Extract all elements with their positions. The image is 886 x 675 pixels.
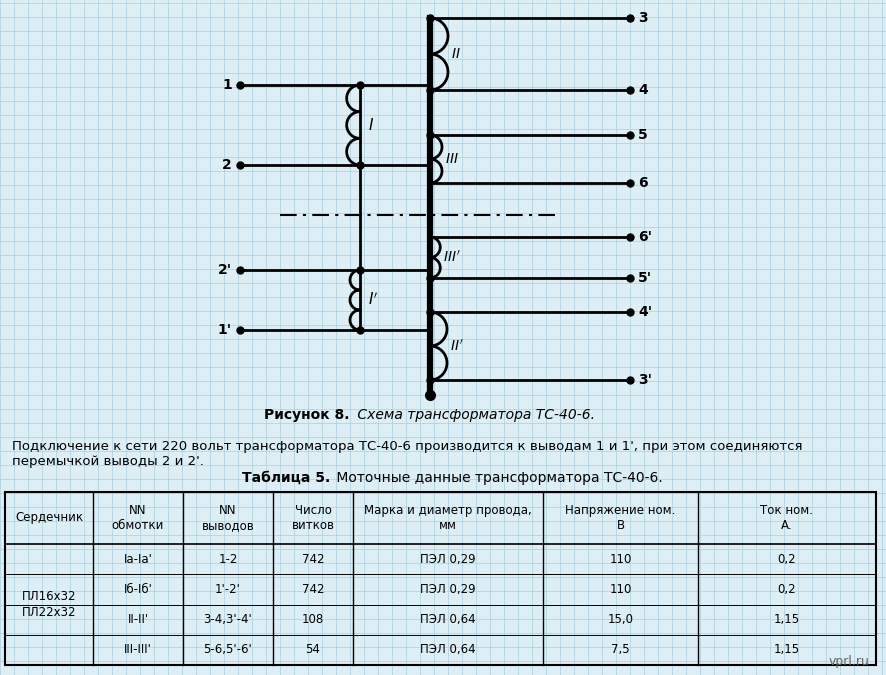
Text: 1: 1 (222, 78, 232, 92)
Text: Схема трансформатора ТС-40-6.: Схема трансформатора ТС-40-6. (353, 408, 595, 422)
Text: 3-4,3'-4': 3-4,3'-4' (204, 613, 253, 626)
Text: III-III': III-III' (124, 643, 152, 656)
Text: Сердечник: Сердечник (15, 512, 83, 524)
Text: $III$: $III$ (445, 152, 459, 166)
Text: $II$: $II$ (451, 47, 461, 61)
Text: $I'$: $I'$ (368, 292, 378, 308)
Text: 6: 6 (638, 176, 648, 190)
Text: $I$: $I$ (368, 117, 374, 133)
Text: ПЭЛ 0,29: ПЭЛ 0,29 (420, 553, 476, 566)
Text: Число
витков: Число витков (291, 504, 335, 532)
Text: $II'$: $II'$ (450, 338, 463, 354)
Text: 1,15: 1,15 (774, 613, 800, 626)
Text: ПЛ16х32
ПЛ22х32: ПЛ16х32 ПЛ22х32 (22, 591, 76, 618)
Text: 0,2: 0,2 (778, 553, 797, 566)
Text: 1': 1' (218, 323, 232, 337)
Text: Напряжение ном.
В: Напряжение ном. В (565, 504, 676, 532)
Text: Ток ном.
А.: Ток ном. А. (760, 504, 813, 532)
Text: 2': 2' (218, 263, 232, 277)
Text: 7,5: 7,5 (611, 643, 630, 656)
Text: II-II': II-II' (128, 613, 149, 626)
Bar (5, 492, 876, 665)
Text: 1'-2': 1'-2' (215, 583, 241, 596)
Text: 6': 6' (638, 230, 652, 244)
Text: 4': 4' (638, 305, 652, 319)
Text: NN
обмотки: NN обмотки (112, 504, 164, 532)
Text: 108: 108 (302, 613, 324, 626)
Text: 110: 110 (610, 583, 632, 596)
Text: 5': 5' (638, 271, 652, 285)
Text: ПЭЛ 0,64: ПЭЛ 0,64 (420, 643, 476, 656)
Text: 1,15: 1,15 (774, 643, 800, 656)
Text: 54: 54 (306, 643, 321, 656)
Text: NN
выводов: NN выводов (202, 504, 254, 532)
Text: 15,0: 15,0 (608, 613, 633, 626)
Text: Моточные данные трансформатора ТС-40-6.: Моточные данные трансформатора ТС-40-6. (332, 471, 663, 485)
Text: 4: 4 (638, 83, 648, 97)
Text: 2: 2 (222, 158, 232, 172)
Text: 110: 110 (610, 553, 632, 566)
Text: Рисунок 8.: Рисунок 8. (265, 408, 350, 422)
Text: Подключение к сети 220 вольт трансформатора ТС-40-6 производится к выводам 1 и 1: Подключение к сети 220 вольт трансформат… (12, 440, 803, 468)
Text: 742: 742 (302, 583, 324, 596)
Text: 3': 3' (638, 373, 652, 387)
Text: 5-6,5'-6': 5-6,5'-6' (204, 643, 253, 656)
Text: Таблица 5.: Таблица 5. (242, 471, 330, 485)
Text: 742: 742 (302, 553, 324, 566)
Text: 5: 5 (638, 128, 648, 142)
Text: Iб-Iб': Iб-Iб' (123, 583, 152, 596)
Text: 3: 3 (638, 11, 648, 25)
Text: 1-2: 1-2 (218, 553, 237, 566)
Text: ПЭЛ 0,64: ПЭЛ 0,64 (420, 613, 476, 626)
Text: ПЭЛ 0,29: ПЭЛ 0,29 (420, 583, 476, 596)
Text: 0,2: 0,2 (778, 583, 797, 596)
Text: Ia-Ia': Ia-Ia' (123, 553, 152, 566)
Text: $III'$: $III'$ (443, 250, 461, 265)
Text: Марка и диаметр провода,
мм: Марка и диаметр провода, мм (364, 504, 532, 532)
Text: vprl.ru: vprl.ru (829, 655, 870, 668)
